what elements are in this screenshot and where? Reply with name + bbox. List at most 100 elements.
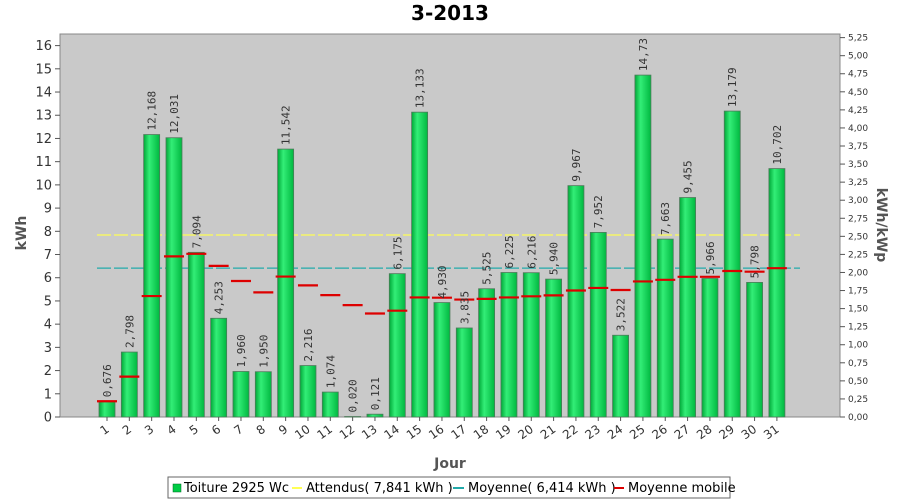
bar bbox=[321, 391, 339, 418]
bar bbox=[589, 232, 607, 418]
y-axis-right-title: kWh/kWp bbox=[873, 188, 889, 263]
y-tick-label: 3 bbox=[44, 341, 52, 356]
bar-value-label: 2,798 bbox=[123, 315, 136, 348]
bar-value-label: 5,525 bbox=[481, 252, 494, 285]
bar-value-label: 13,179 bbox=[726, 67, 739, 107]
bar-value-label: 4,930 bbox=[436, 265, 449, 298]
y-right-tick-label: 2,75 bbox=[848, 214, 868, 224]
bar-value-label: 11,542 bbox=[280, 105, 293, 145]
legend-swatch-bar bbox=[172, 483, 182, 493]
bar bbox=[634, 74, 652, 418]
bar-value-labels: 0,676 2,798 12,168 12,031 7,094 4,253 1,960 1,9… bbox=[101, 38, 784, 413]
bar bbox=[746, 282, 763, 418]
bar-value-label: 5,966 bbox=[704, 241, 717, 274]
y-right-tick-label: 0,75 bbox=[848, 359, 868, 369]
y-right-tick-label: 0,50 bbox=[848, 377, 868, 387]
bar-value-label: 7,094 bbox=[190, 215, 203, 248]
y-right-tick-label: 3,75 bbox=[848, 142, 868, 152]
y-tick-label: 1 bbox=[44, 387, 52, 402]
bar-value-label: 4,253 bbox=[213, 281, 226, 314]
y-right-tick-label: 5,25 bbox=[848, 34, 868, 44]
bar bbox=[165, 137, 183, 418]
moving-average-segments bbox=[97, 252, 787, 403]
y-right-tick-label: 0,25 bbox=[848, 395, 868, 405]
bar-value-label: 5,940 bbox=[548, 242, 561, 275]
bar bbox=[98, 400, 116, 418]
bar-value-label: 3,522 bbox=[615, 298, 628, 331]
x-axis-title: Jour bbox=[433, 456, 466, 472]
y-right-tick-label: 2,50 bbox=[848, 232, 868, 242]
chart-title: 3-2013 bbox=[411, 1, 489, 25]
y-right-tick-label: 2,25 bbox=[848, 250, 868, 260]
y-tick-label: 13 bbox=[35, 109, 52, 124]
y-right-tick-label: 4,25 bbox=[848, 106, 868, 116]
bar-value-label: 1,950 bbox=[257, 335, 270, 368]
y-right-tick-label: 5,00 bbox=[848, 52, 868, 62]
bar bbox=[232, 371, 250, 418]
bar bbox=[478, 288, 496, 418]
legend-label-expected: Attendus( 7,841 kWh ) bbox=[306, 481, 453, 496]
bar-value-label: 7,952 bbox=[592, 195, 605, 228]
bar bbox=[344, 416, 362, 418]
y-tick-label: 8 bbox=[44, 225, 52, 240]
y-right-tick-label: 4,00 bbox=[848, 124, 868, 134]
bar-value-label: 1,074 bbox=[324, 355, 337, 388]
legend-label-moving: Moyenne mobile bbox=[628, 481, 736, 496]
y-tick-label: 4 bbox=[44, 318, 52, 333]
bar-value-label: 5,798 bbox=[749, 245, 762, 278]
bar-value-label: 6,175 bbox=[391, 237, 404, 270]
y-tick-label: 11 bbox=[35, 155, 52, 170]
bar bbox=[768, 168, 786, 418]
bar-value-label: 10,702 bbox=[771, 125, 784, 165]
bar bbox=[210, 317, 228, 418]
bar-value-label: 7,663 bbox=[659, 202, 672, 235]
y-right-tick-label: 1,50 bbox=[848, 305, 868, 315]
legend-label-average: Moyenne( 6,414 kWh ) bbox=[468, 481, 616, 496]
bar bbox=[388, 273, 406, 418]
bar-value-label: 0,121 bbox=[369, 377, 382, 410]
y-tick-label: 0 bbox=[44, 411, 52, 426]
bar bbox=[500, 272, 518, 418]
bar bbox=[545, 278, 562, 418]
bar-value-label: 1,960 bbox=[235, 334, 248, 367]
bar-value-label: 13,133 bbox=[414, 68, 427, 108]
bar-value-label: 12,031 bbox=[168, 94, 181, 134]
bar bbox=[120, 351, 138, 418]
bar-value-label: 0,020 bbox=[347, 379, 360, 412]
bars bbox=[98, 74, 786, 418]
bar bbox=[187, 251, 205, 418]
bar bbox=[656, 238, 674, 418]
y-tick-label: 10 bbox=[35, 178, 52, 193]
y-right-tick-label: 3,00 bbox=[848, 196, 868, 206]
y-tick-label: 16 bbox=[35, 39, 52, 54]
bar bbox=[143, 134, 161, 418]
y-tick-label: 14 bbox=[35, 86, 52, 101]
bar bbox=[723, 110, 741, 418]
bar-value-label: 14,73 bbox=[637, 38, 650, 71]
bar bbox=[701, 278, 719, 418]
y-right-tick-label: 1,75 bbox=[848, 287, 868, 297]
bar bbox=[612, 334, 629, 418]
bar-value-label: 0,676 bbox=[101, 364, 114, 397]
y-right-tick-label: 2,00 bbox=[848, 268, 868, 278]
y-tick-label: 2 bbox=[44, 364, 52, 379]
y-right-tick-label: 3,25 bbox=[848, 178, 868, 188]
bar-value-label: 9,967 bbox=[570, 149, 583, 182]
y-right-tick-label: 3,50 bbox=[848, 160, 868, 170]
bar bbox=[277, 148, 295, 418]
y-right-tick-label: 1,00 bbox=[848, 341, 868, 351]
bar-value-label: 9,455 bbox=[682, 160, 695, 193]
y-tick-label: 7 bbox=[44, 248, 52, 263]
bar bbox=[299, 365, 317, 418]
legend-box bbox=[167, 476, 731, 499]
y-tick-label: 12 bbox=[35, 132, 52, 147]
y-right-tick-label: 0,00 bbox=[848, 413, 868, 423]
y-tick-label: 6 bbox=[44, 271, 52, 286]
bar bbox=[522, 272, 540, 418]
legend-label-bar: Toiture 2925 Wc bbox=[183, 481, 289, 496]
bar bbox=[433, 302, 451, 418]
y-right-tick-label: 4,75 bbox=[848, 70, 868, 80]
legend: Toiture 2925 Wc Attendus( 7,841 kWh ) Mo… bbox=[167, 476, 736, 499]
bar bbox=[455, 327, 473, 418]
